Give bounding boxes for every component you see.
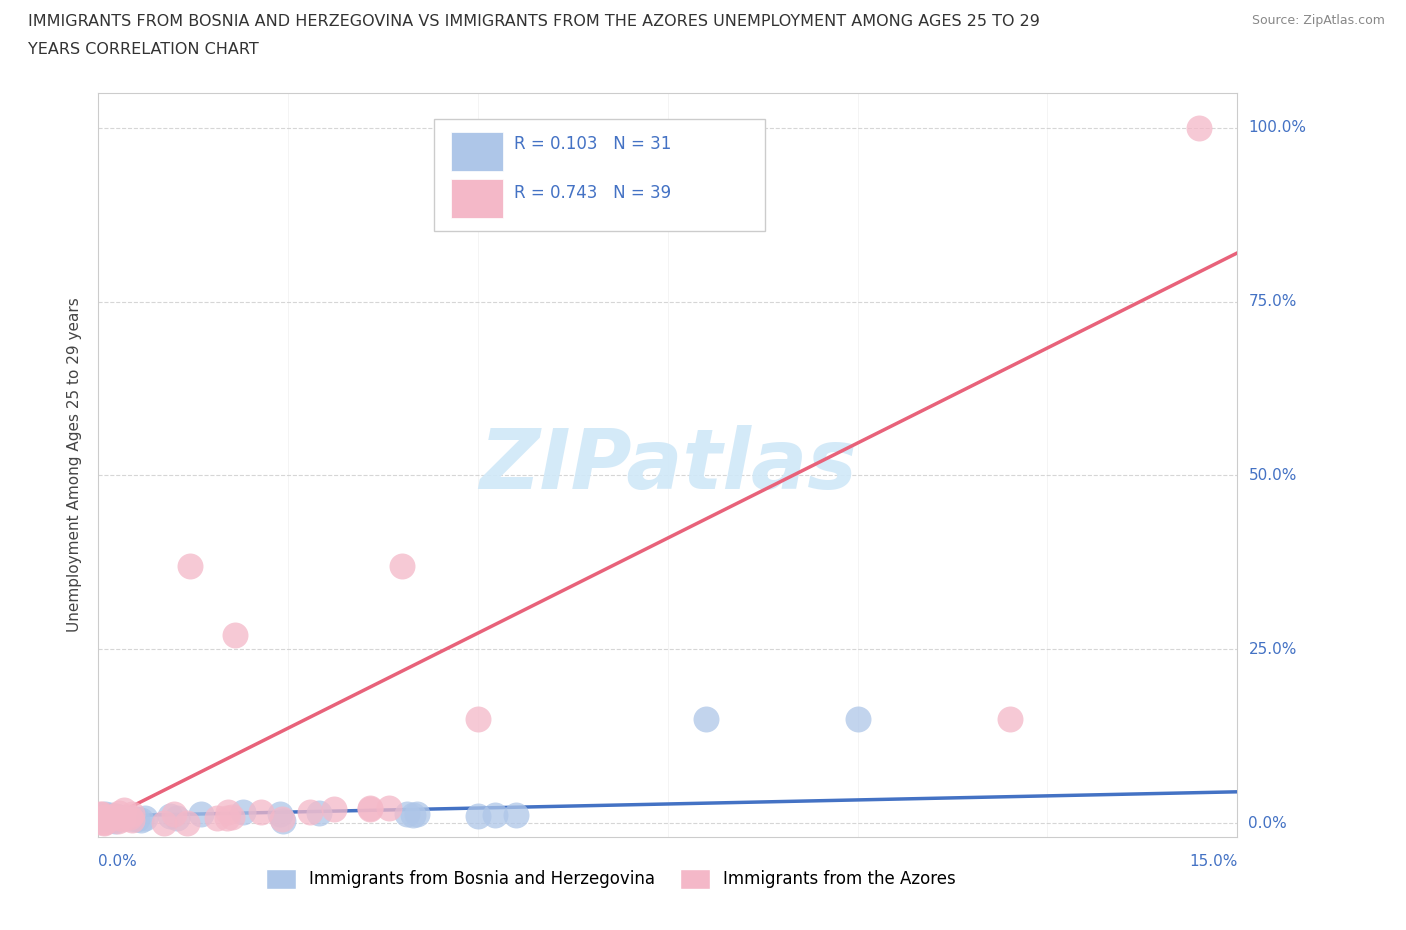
Point — [98, 807, 121, 822]
Text: R = 0.103   N = 31: R = 0.103 N = 31 — [515, 135, 672, 153]
Point — [94, 810, 117, 825]
Point — [406, 806, 429, 821]
Text: YEARS CORRELATION CHART: YEARS CORRELATION CHART — [28, 42, 259, 57]
Text: 0.0%: 0.0% — [98, 854, 138, 869]
Point — [120, 809, 142, 824]
Point — [98, 811, 121, 826]
Point — [100, 810, 122, 825]
Point — [114, 811, 136, 826]
Point — [205, 811, 228, 826]
Point — [121, 812, 143, 827]
Text: 75.0%: 75.0% — [1249, 294, 1296, 309]
Point — [131, 813, 153, 828]
Point — [391, 558, 413, 573]
Point — [105, 810, 128, 825]
Point — [90, 815, 112, 830]
Point — [322, 802, 344, 817]
Point — [108, 806, 131, 821]
Point — [93, 807, 115, 822]
Point — [224, 628, 246, 643]
Point — [100, 812, 122, 827]
Point — [359, 800, 381, 815]
Point — [271, 812, 294, 827]
FancyBboxPatch shape — [434, 119, 765, 231]
FancyBboxPatch shape — [451, 132, 503, 171]
Point — [467, 711, 489, 726]
Point — [998, 711, 1021, 726]
Point — [166, 810, 188, 825]
Text: ZIPatlas: ZIPatlas — [479, 424, 856, 506]
Text: 50.0%: 50.0% — [1249, 468, 1296, 483]
Point — [104, 809, 127, 824]
Point — [125, 812, 148, 827]
Point — [112, 811, 135, 826]
Point — [103, 813, 125, 828]
Text: 100.0%: 100.0% — [1249, 120, 1306, 135]
Text: 25.0%: 25.0% — [1249, 642, 1296, 657]
Point — [217, 810, 239, 825]
Point — [846, 711, 869, 726]
Point — [91, 807, 114, 822]
Text: R = 0.743   N = 39: R = 0.743 N = 39 — [515, 184, 671, 203]
Text: IMMIGRANTS FROM BOSNIA AND HERZEGOVINA VS IMMIGRANTS FROM THE AZORES UNEMPLOYMEN: IMMIGRANTS FROM BOSNIA AND HERZEGOVINA V… — [28, 14, 1040, 29]
Point — [105, 809, 128, 824]
Point — [107, 811, 129, 826]
Point — [89, 806, 111, 821]
Point — [250, 805, 273, 820]
Point — [110, 811, 132, 826]
Point — [89, 812, 111, 827]
Point — [97, 811, 120, 826]
Point — [1188, 120, 1211, 135]
Point — [271, 814, 294, 829]
Point — [93, 815, 115, 830]
Point — [107, 814, 129, 829]
Point — [269, 806, 291, 821]
Point — [179, 558, 201, 573]
Point — [159, 809, 181, 824]
FancyBboxPatch shape — [451, 179, 503, 218]
Point — [484, 808, 506, 823]
Text: Source: ZipAtlas.com: Source: ZipAtlas.com — [1251, 14, 1385, 27]
Point — [121, 806, 143, 821]
Point — [153, 816, 176, 830]
Point — [232, 804, 254, 819]
Legend: Immigrants from Bosnia and Herzegovina, Immigrants from the Azores: Immigrants from Bosnia and Herzegovina, … — [259, 862, 963, 896]
Text: 0.0%: 0.0% — [1249, 816, 1286, 830]
Point — [134, 811, 156, 826]
Point — [89, 808, 111, 823]
Point — [298, 804, 321, 819]
Y-axis label: Unemployment Among Ages 25 to 29 years: Unemployment Among Ages 25 to 29 years — [67, 298, 83, 632]
Point — [96, 810, 118, 825]
Text: 15.0%: 15.0% — [1189, 854, 1237, 869]
Point — [190, 806, 212, 821]
Point — [308, 805, 330, 820]
Point — [121, 813, 143, 828]
Point — [93, 810, 115, 825]
Point — [221, 809, 243, 824]
Point — [104, 814, 127, 829]
Point — [695, 711, 717, 726]
Point — [93, 816, 115, 830]
Point — [402, 808, 425, 823]
Point — [94, 815, 117, 830]
Point — [176, 816, 198, 830]
Point — [112, 802, 135, 817]
Point — [163, 806, 186, 821]
Point — [467, 809, 489, 824]
Point — [396, 806, 419, 821]
Point — [217, 804, 239, 819]
Point — [378, 801, 401, 816]
Point — [359, 802, 381, 817]
Point — [505, 807, 527, 822]
